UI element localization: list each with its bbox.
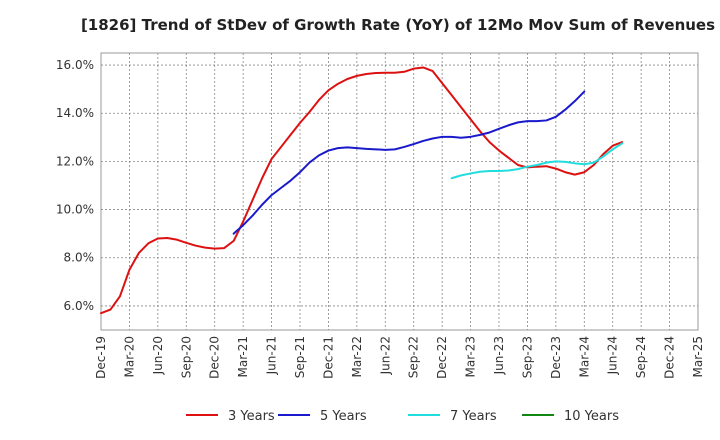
legend-item-10-years: 10 Years xyxy=(522,409,619,424)
series-lines xyxy=(100,66,624,315)
x-tick-label: Sep-24 xyxy=(634,336,648,378)
x-tick-label: Jun-20 xyxy=(151,336,165,375)
plot-area xyxy=(100,52,699,331)
x-tick-label: Jun-21 xyxy=(265,336,279,375)
x-tick-label: Mar-21 xyxy=(236,336,250,377)
x-axis: Dec-19 Mar-20 Jun-20 Sep-20 Dec-20 Mar-21 Jun-… xyxy=(94,336,705,379)
x-tick-label: Jun-22 xyxy=(378,336,392,375)
y-tick-label: 6.0% xyxy=(64,299,95,313)
series-line-7-years xyxy=(450,142,624,180)
legend: 3 Years 5 Years 7 Years 10 Years xyxy=(186,409,619,424)
x-tick-label: Jun-24 xyxy=(606,336,620,375)
x-tick-label: Mar-20 xyxy=(122,336,136,377)
y-tick-label: 16.0% xyxy=(56,58,94,72)
x-tick-label: Sep-21 xyxy=(293,336,307,378)
chart-title: [1826] Trend of StDev of Growth Rate (Yo… xyxy=(81,16,715,34)
x-tick-label: Dec-21 xyxy=(321,336,335,379)
y-tick-label: 14.0% xyxy=(56,106,94,120)
series-line-3-years xyxy=(100,66,624,315)
x-tick-label: Mar-23 xyxy=(464,336,478,377)
x-tick-label: Sep-20 xyxy=(179,336,193,378)
y-tick-label: 10.0% xyxy=(56,203,94,217)
legend-label: 5 Years xyxy=(320,409,367,424)
x-tick-label: Mar-22 xyxy=(350,336,364,377)
x-tick-label: Sep-22 xyxy=(407,336,421,378)
legend-label: 7 Years xyxy=(450,409,497,424)
x-tick-label: Dec-24 xyxy=(663,336,677,379)
series-line-5-years xyxy=(232,90,586,235)
x-tick-label: Jun-23 xyxy=(492,336,506,375)
grid-lines xyxy=(101,53,698,330)
x-tick-label: Dec-19 xyxy=(94,336,108,379)
x-tick-label: Dec-23 xyxy=(549,336,563,379)
y-axis: 6.0% 8.0% 10.0% 12.0% 14.0% 16.0% xyxy=(56,58,94,313)
x-tick-label: Sep-23 xyxy=(520,336,534,378)
x-tick-label: Dec-22 xyxy=(435,336,449,379)
legend-label: 3 Years xyxy=(228,409,275,424)
legend-item-5-years: 5 Years xyxy=(278,409,367,424)
y-tick-label: 12.0% xyxy=(56,154,94,168)
legend-label: 10 Years xyxy=(564,409,619,424)
y-tick-label: 8.0% xyxy=(64,251,95,265)
x-tick-label: Mar-24 xyxy=(577,336,591,377)
x-tick-label: Mar-25 xyxy=(691,336,705,377)
legend-item-3-years: 3 Years xyxy=(186,409,275,424)
legend-item-7-years: 7 Years xyxy=(408,409,497,424)
x-tick-label: Dec-20 xyxy=(208,336,222,379)
